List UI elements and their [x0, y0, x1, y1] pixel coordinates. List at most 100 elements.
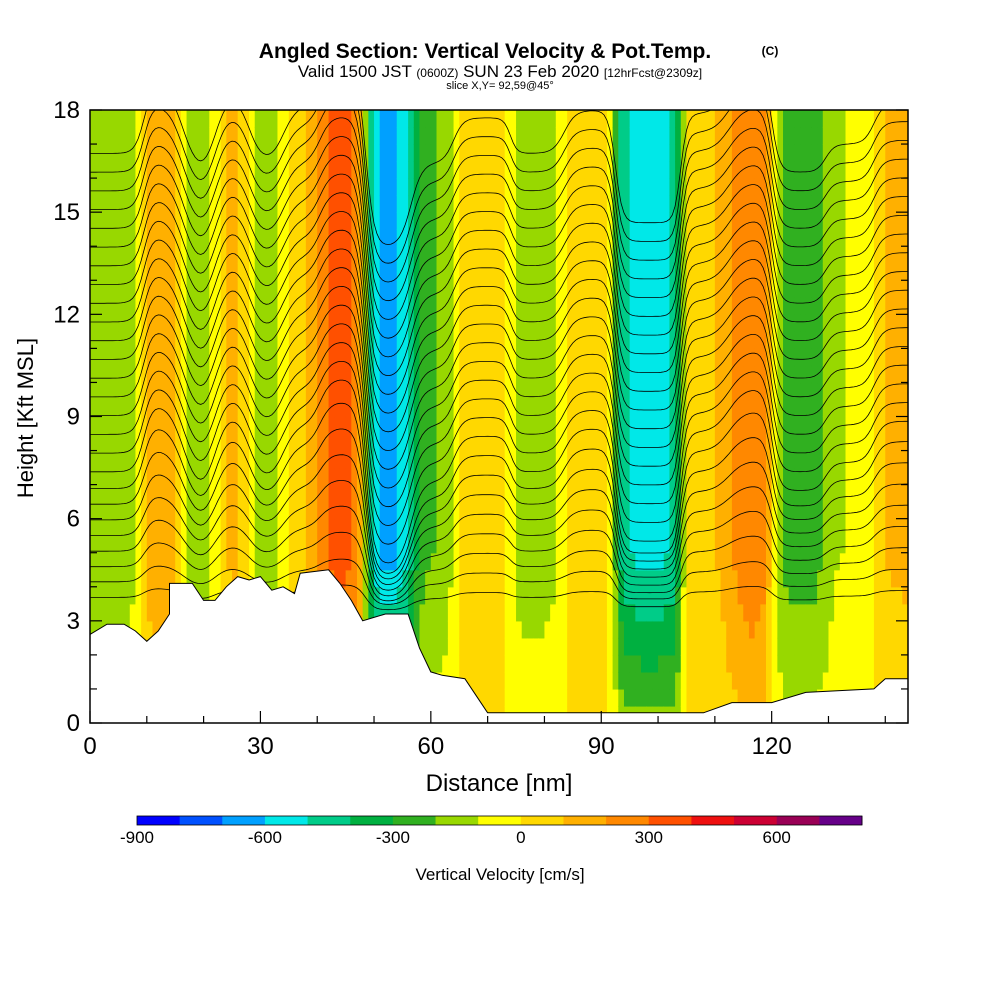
velocity-cell [334, 178, 341, 196]
velocity-cell [845, 654, 852, 673]
velocity-cell [834, 382, 841, 401]
velocity-cell [402, 518, 409, 537]
velocity-cell [180, 110, 188, 128]
velocity-cell [714, 467, 722, 486]
velocity-cell [856, 484, 864, 503]
velocity-cell [692, 161, 699, 179]
velocity-cell [499, 382, 506, 401]
velocity-cell [232, 382, 239, 401]
velocity-cell [499, 654, 506, 673]
velocity-cell [567, 637, 574, 656]
velocity-cell [283, 535, 290, 554]
velocity-cell [550, 484, 557, 503]
velocity-cell [249, 382, 256, 401]
velocity-cell [135, 620, 142, 639]
velocity-cell [339, 178, 347, 196]
velocity-cell [237, 535, 244, 554]
velocity-cell [765, 535, 773, 554]
velocity-cell [692, 416, 699, 435]
velocity-cell [817, 348, 824, 367]
velocity-cell [504, 450, 511, 469]
velocity-cell [396, 127, 404, 145]
velocity-cell [391, 484, 398, 503]
velocity-cell [817, 416, 824, 435]
velocity-cell [237, 314, 244, 332]
velocity-cell [112, 263, 119, 281]
velocity-cell [822, 229, 830, 247]
velocity-cell [737, 399, 744, 418]
velocity-cell [800, 637, 807, 656]
velocity-cell [226, 535, 233, 554]
velocity-cell [720, 416, 727, 435]
velocity-cell [521, 671, 528, 690]
velocity-cell [476, 518, 483, 537]
velocity-cell [487, 178, 494, 196]
velocity-cell [658, 178, 665, 196]
velocity-cell [709, 654, 716, 673]
velocity-cell [584, 433, 591, 452]
velocity-cell [487, 314, 494, 332]
velocity-cell [862, 535, 869, 554]
velocity-cell [726, 127, 733, 145]
velocity-cell [186, 365, 193, 384]
velocity-cell [158, 144, 165, 162]
velocity-cell [356, 331, 364, 349]
velocity-cell [90, 297, 97, 315]
velocity-cell [499, 297, 506, 315]
velocity-cell [317, 314, 324, 332]
velocity-cell [623, 280, 631, 298]
velocity-cell [669, 603, 676, 622]
velocity-cell [345, 433, 352, 452]
velocity-cell [300, 535, 307, 554]
velocity-cell [572, 450, 580, 469]
velocity-cell [606, 433, 614, 452]
velocity-cell [714, 433, 722, 452]
velocity-cell [260, 161, 267, 179]
velocity-cell [464, 331, 472, 349]
velocity-cell [606, 195, 614, 213]
velocity-cell [158, 450, 165, 469]
velocity-cell [737, 314, 744, 332]
velocity-cell [595, 552, 602, 571]
velocity-cell [572, 161, 580, 179]
velocity-cell [788, 484, 795, 503]
velocity-cell [175, 518, 182, 537]
velocity-cell [220, 450, 227, 469]
velocity-cell [623, 110, 631, 128]
velocity-cell [453, 127, 460, 145]
velocity-cell [669, 263, 676, 281]
velocity-cell [868, 467, 875, 486]
velocity-cell [669, 314, 676, 332]
velocity-cell [186, 348, 193, 367]
velocity-cell [351, 382, 358, 401]
velocity-cell [374, 280, 381, 298]
velocity-cell [442, 569, 449, 588]
velocity-cell [266, 365, 273, 384]
velocity-cell [538, 586, 546, 605]
velocity-cell [158, 586, 165, 605]
velocity-cell [697, 603, 705, 622]
velocity-cell [703, 416, 710, 435]
velocity-cell [152, 263, 159, 281]
velocity-cell [90, 552, 97, 571]
velocity-cell [283, 518, 290, 537]
velocity-cell [527, 433, 534, 452]
velocity-cell [572, 416, 580, 435]
velocity-cell [163, 297, 171, 315]
velocity-cell [754, 620, 761, 639]
velocity-cell [322, 399, 330, 418]
velocity-cell [635, 195, 642, 213]
velocity-cell [646, 110, 653, 128]
velocity-cell [425, 484, 432, 503]
velocity-cell [720, 280, 727, 298]
velocity-cell [129, 314, 137, 332]
velocity-cell [209, 127, 216, 145]
velocity-cell [169, 280, 176, 298]
velocity-cell [578, 654, 585, 673]
velocity-cell [544, 569, 551, 588]
velocity-cell [584, 416, 591, 435]
velocity-cell [334, 450, 341, 469]
velocity-cell [476, 450, 483, 469]
velocity-cell [720, 331, 727, 349]
velocity-cell [811, 246, 818, 264]
